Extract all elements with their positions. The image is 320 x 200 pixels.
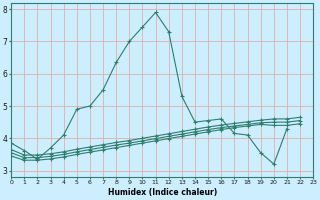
X-axis label: Humidex (Indice chaleur): Humidex (Indice chaleur) <box>108 188 217 197</box>
